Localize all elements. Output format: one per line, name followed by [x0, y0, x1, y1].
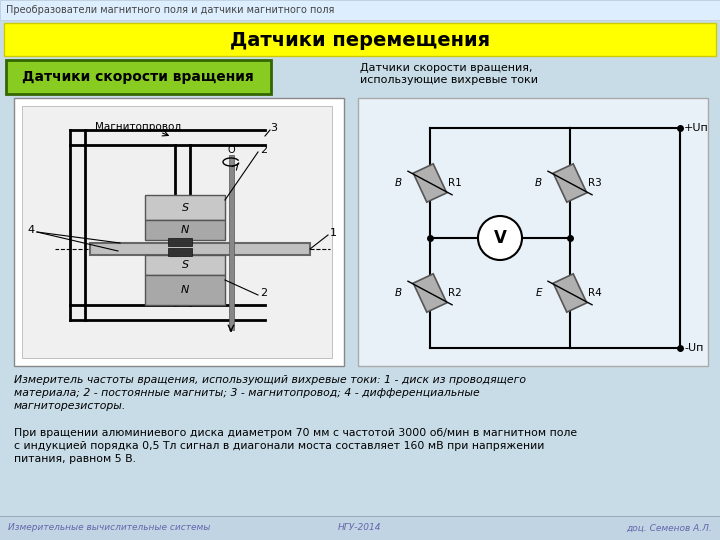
Text: Измерительные вычислительные системы: Измерительные вычислительные системы — [8, 523, 210, 532]
Bar — [145, 275, 225, 305]
Polygon shape — [413, 274, 446, 312]
Text: 1: 1 — [330, 228, 337, 238]
Text: B: B — [395, 288, 402, 298]
Text: R2: R2 — [448, 288, 462, 298]
Bar — [358, 98, 708, 366]
Bar — [145, 195, 225, 220]
Bar — [22, 106, 332, 358]
Text: -Uп: -Uп — [684, 343, 703, 353]
Text: 3: 3 — [270, 123, 277, 133]
Text: R4: R4 — [588, 288, 602, 298]
Bar — [4, 23, 716, 56]
Bar — [168, 248, 192, 256]
Text: Датчики перемещения: Датчики перемещения — [230, 30, 490, 50]
Text: B: B — [535, 178, 542, 188]
Text: E: E — [536, 288, 542, 298]
Text: R3: R3 — [588, 178, 602, 188]
Text: S: S — [181, 260, 189, 270]
Text: B: B — [395, 178, 402, 188]
Text: Магнитопровод: Магнитопровод — [95, 122, 181, 132]
Text: Преобразователи магнитного поля и датчики магнитного поля: Преобразователи магнитного поля и датчик… — [6, 5, 334, 15]
Bar — [145, 220, 225, 240]
Polygon shape — [553, 164, 587, 202]
Text: доц. Семенов А.Л.: доц. Семенов А.Л. — [626, 523, 712, 532]
Text: При вращении алюминиевого диска диаметром 70 мм с частотой 3000 об/мин в магнитн: При вращении алюминиевого диска диаметро… — [14, 428, 577, 464]
Text: Датчики скорости вращения,: Датчики скорости вращения, — [360, 63, 533, 73]
Text: 2: 2 — [260, 145, 267, 155]
Polygon shape — [553, 274, 587, 312]
Bar — [6, 60, 271, 94]
Text: N: N — [181, 285, 189, 295]
Circle shape — [478, 216, 522, 260]
Bar — [145, 255, 225, 275]
Text: O: O — [228, 145, 235, 155]
Bar — [0, 0, 720, 20]
Bar — [90, 243, 310, 255]
Bar — [168, 238, 192, 246]
Text: использующие вихревые токи: использующие вихревые токи — [360, 75, 538, 85]
Text: +Uп: +Uп — [684, 123, 708, 133]
Bar — [229, 155, 234, 330]
Text: N: N — [181, 225, 189, 235]
Text: R1: R1 — [448, 178, 462, 188]
Text: 4: 4 — [28, 225, 35, 235]
Text: 2: 2 — [260, 288, 267, 298]
Polygon shape — [413, 164, 446, 202]
Bar — [0, 516, 720, 540]
Text: S: S — [181, 203, 189, 213]
Text: НГУ-2014: НГУ-2014 — [338, 523, 382, 532]
Text: V: V — [494, 229, 506, 247]
Bar — [14, 98, 344, 366]
Text: Датчики скорости вращения: Датчики скорости вращения — [22, 70, 254, 84]
Text: Измеритель частоты вращения, использующий вихревые токи: 1 - диск из проводящего: Измеритель частоты вращения, использующи… — [14, 375, 526, 411]
